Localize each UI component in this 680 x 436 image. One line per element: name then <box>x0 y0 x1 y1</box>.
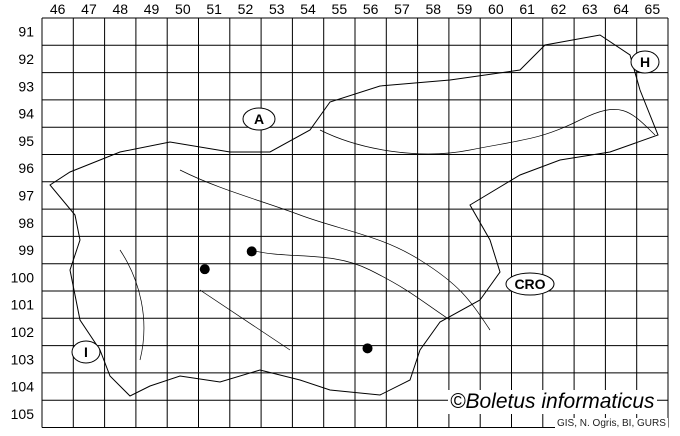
row-label: 91 <box>18 24 34 40</box>
column-label: 47 <box>81 1 97 17</box>
row-label: 105 <box>11 406 35 422</box>
record-dot <box>362 343 373 354</box>
column-label: 48 <box>112 1 128 17</box>
rivers <box>119 109 656 361</box>
grid <box>41 17 669 428</box>
column-label: 52 <box>238 1 254 17</box>
row-label: 99 <box>18 242 34 258</box>
label-ellipse <box>630 50 660 74</box>
row-label: 100 <box>11 269 35 285</box>
row-label: 96 <box>18 160 34 176</box>
row-label: 94 <box>18 106 34 122</box>
row-label: 104 <box>11 379 35 395</box>
label-ellipse <box>71 340 101 364</box>
country-label-hungary: H <box>630 50 660 74</box>
row-label: 103 <box>11 351 35 367</box>
country-label-text: I <box>84 344 88 360</box>
row-label: 92 <box>18 51 34 67</box>
column-label: 65 <box>645 1 661 17</box>
row-labels: 91 92 93 94 95 96 97 98 99 100 101 102 103 104 105 <box>11 24 35 422</box>
column-label: 54 <box>300 1 316 17</box>
country-label-croatia: CRO <box>505 272 555 296</box>
row-label: 93 <box>18 78 34 94</box>
country-label-austria: A <box>242 107 276 131</box>
column-label: 51 <box>206 1 222 17</box>
records <box>199 246 373 354</box>
row-label: 97 <box>18 187 34 203</box>
column-label: 58 <box>425 1 441 17</box>
row-label: 98 <box>18 215 34 231</box>
column-label: 64 <box>613 1 629 17</box>
credit-text: ©Boletus informaticus <box>448 390 657 414</box>
country-label-italy: I <box>71 340 101 364</box>
column-label: 56 <box>363 1 379 17</box>
column-label: 49 <box>144 1 160 17</box>
country-border <box>49 34 659 397</box>
column-label: 53 <box>269 1 285 17</box>
country-label-text: CRO <box>514 276 545 292</box>
record-dot <box>199 264 210 275</box>
column-label: 60 <box>488 1 504 17</box>
country-label-text: H <box>640 54 650 70</box>
column-label: 62 <box>551 1 567 17</box>
country-label-text: A <box>254 111 264 127</box>
column-label: 50 <box>175 1 191 17</box>
row-label: 101 <box>11 297 35 313</box>
column-labels: 46 47 48 49 50 51 52 53 54 55 56 57 58 59 60 61 62 63 64 65 <box>50 1 660 17</box>
source-text: GIS, N. Ogris, BI, GURS <box>555 418 668 429</box>
column-label: 61 <box>519 1 535 17</box>
record-dot <box>246 246 257 257</box>
column-label: 55 <box>332 1 348 17</box>
column-label: 57 <box>394 1 410 17</box>
label-ellipse <box>242 107 276 131</box>
column-label: 63 <box>582 1 598 17</box>
row-label: 102 <box>11 324 35 340</box>
column-label: 59 <box>457 1 473 17</box>
label-ellipse <box>505 272 555 296</box>
row-label: 95 <box>18 133 34 149</box>
column-label: 46 <box>50 1 66 17</box>
